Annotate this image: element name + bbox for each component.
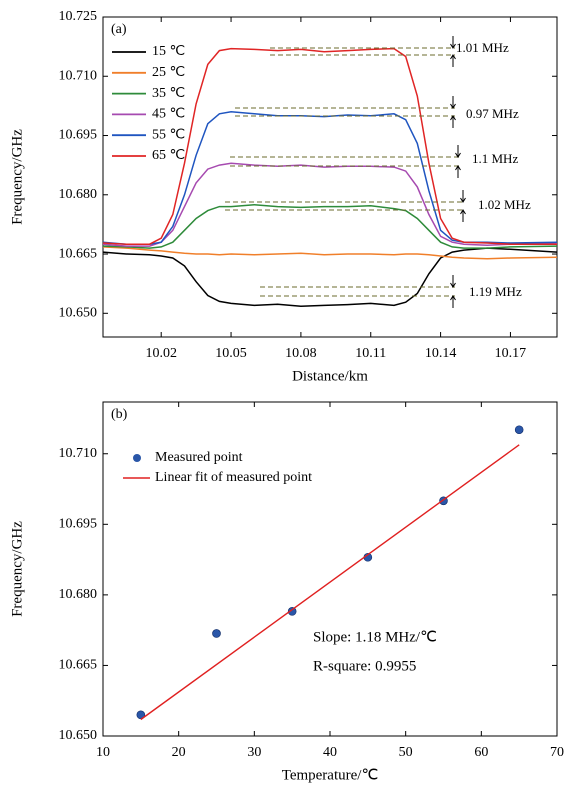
legend-label: 55 ℃ [152,127,185,142]
annotation: 1.02 MHz [478,197,531,212]
data-line [102,247,558,307]
y-tick-label: 10.710 [59,68,98,83]
y-tick-label: 10.710 [59,446,98,461]
y-tick-label: 10.650 [59,306,98,321]
annotation: 1.01 MHz [456,40,509,55]
x-tick-label: 40 [323,745,337,760]
arrow [450,275,456,308]
legend-label: 35 ℃ [152,86,185,101]
fit-line [140,444,520,721]
x-tick-label: 10.14 [425,346,457,361]
legend-label: 45 ℃ [152,107,185,122]
data-line [102,203,558,249]
legend-label: 15 ℃ [152,44,185,59]
plot-frame [102,16,558,338]
y-axis-title: Frequency/GHz [9,129,25,225]
y-tick-label: 10.665 [59,246,98,261]
y-tick-label: 10.695 [59,128,98,143]
annotation: Slope: 1.18 MHz/℃ [313,629,437,645]
arrow [450,96,456,128]
panel-label: (b) [111,407,128,422]
y-tick-label: 10.725 [59,9,98,24]
y-tick-label: 10.695 [59,517,98,532]
data-point [287,607,297,616]
y-axis-title: Frequency/GHz [9,521,25,617]
y-tick-label: 10.680 [59,587,98,602]
annotation: R-square: 0.9955 [313,658,416,674]
x-tick-label: 10.11 [355,346,386,361]
x-tick-label: 70 [550,745,564,760]
y-tick-label: 10.680 [59,187,98,202]
x-tick-label: 10.05 [215,346,247,361]
arrow [460,190,466,222]
arrow [455,145,461,178]
x-tick-label: 30 [247,745,261,760]
x-axis-title: Distance/km [292,368,368,384]
x-tick-label: 10 [96,745,110,760]
y-tick-label: 10.650 [59,728,98,743]
legend-label: Linear fit of measured point [155,470,312,485]
data-line [102,47,557,245]
legend-swatch [133,454,141,462]
y-tick-label: 10.665 [59,658,98,673]
panel-label: (a) [111,22,127,37]
annotation: 1.19 MHz [469,284,522,299]
x-tick-label: 50 [399,745,413,760]
data-point [212,629,221,638]
x-tick-label: 10.02 [145,346,177,361]
x-tick-label: 20 [172,745,186,760]
data-point [514,425,524,435]
annotation: 1.1 MHz [472,151,518,166]
annotation: 0.97 MHz [466,106,519,121]
legend-label: 25 ℃ [152,65,185,80]
x-tick-label: 10.17 [495,346,527,361]
x-tick-label: 60 [474,745,488,760]
arrow [450,36,456,67]
x-axis-title: Temperature/℃ [282,767,379,783]
data-line [102,246,558,260]
legend-label: Measured point [155,450,243,465]
data-line [102,111,558,245]
x-tick-label: 10.08 [285,346,317,361]
legend-label: 65 ℃ [152,148,185,163]
